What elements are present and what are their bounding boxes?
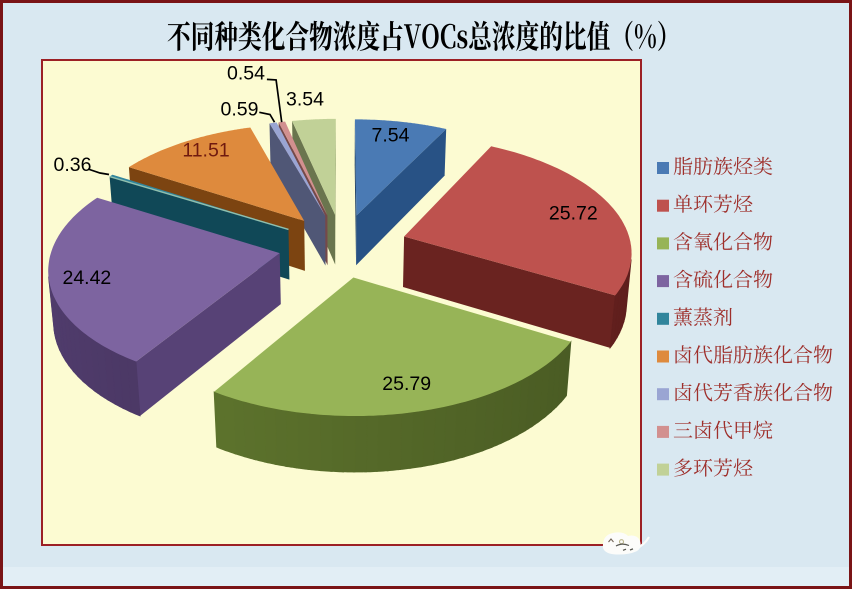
svg-text:25.79: 25.79	[382, 373, 431, 395]
svg-text:0.59: 0.59	[221, 98, 259, 120]
svg-text:3.54: 3.54	[286, 89, 324, 111]
svg-text:25.72: 25.72	[549, 203, 598, 225]
svg-text:0.36: 0.36	[54, 154, 92, 176]
svg-text:11.51: 11.51	[182, 140, 229, 162]
svg-text:7.54: 7.54	[372, 125, 410, 147]
svg-text:24.42: 24.42	[62, 267, 111, 289]
svg-text:0.54: 0.54	[227, 63, 265, 85]
